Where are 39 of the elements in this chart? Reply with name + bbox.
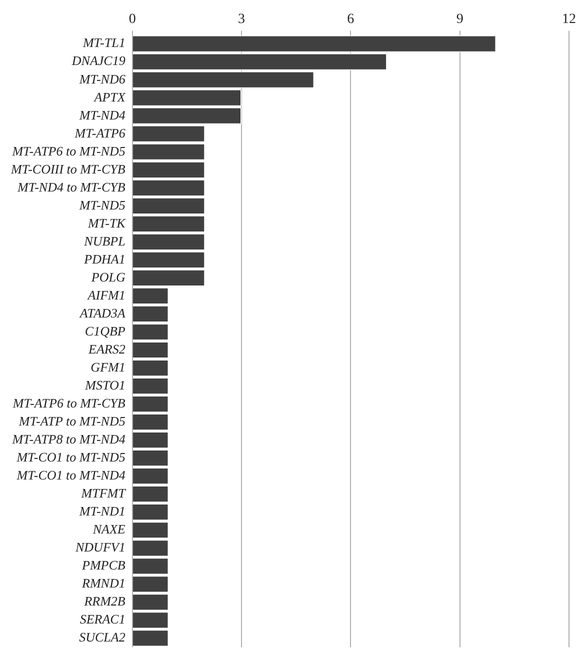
y-tick-label: NDUFV1	[74, 540, 126, 555]
y-tick-label: NAXE	[92, 522, 126, 537]
y-tick-label: PDHA1	[83, 251, 126, 266]
y-tick-label: MT-ND6	[78, 71, 126, 86]
y-tick-label: MT-TK	[87, 215, 127, 230]
y-tick-label: ATAD3A	[78, 305, 126, 320]
y-tick-label: MT-ATP6 to MT-ND5	[11, 143, 126, 158]
y-tick-label: RRM2B	[83, 594, 126, 609]
y-tick-label: MT-ATP to MT-ND5	[18, 413, 126, 428]
y-tick-label: MT-TL1	[82, 35, 126, 50]
y-tick-label: MT-ND5	[78, 197, 126, 212]
y-tick-label: MT-ATP6 to MT-CYB	[12, 395, 126, 410]
y-tick-label: SUCLA2	[79, 630, 126, 645]
y-tick-label: RMND1	[81, 576, 126, 591]
x-tick-label: 9	[456, 12, 464, 28]
y-tick-label: AIFM1	[86, 287, 126, 302]
y-tick-label: POLG	[90, 269, 126, 284]
y-tick-label: SERAC1	[80, 612, 126, 627]
y-tick-label: MT-ND4 to MT-CYB	[16, 179, 126, 194]
y-tick-label: NUBPL	[83, 233, 126, 248]
x-tick-label: 3	[238, 12, 246, 28]
y-tick-label: MT-COIII to MT-CYB	[10, 161, 126, 176]
y-tick-label: MSTO1	[84, 377, 126, 392]
y-tick-label: MT-ND1	[78, 504, 126, 519]
y-tick-label: GFM1	[90, 359, 126, 374]
x-tick-label: 0	[128, 12, 136, 28]
y-tick-label: MT-CO1 to MT-ND4	[16, 468, 126, 483]
y-tick-label: C1QBP	[84, 323, 126, 338]
y-tick-label: MT-ND4	[78, 107, 126, 122]
y-tick-label: APTX	[93, 89, 126, 104]
y-tick-label: DNAJC19	[70, 53, 126, 68]
x-tick-label: 12	[562, 12, 576, 28]
y-tick-label: MT-ATP8 to MT-ND4	[11, 431, 126, 446]
y-tick-label: EARS2	[88, 341, 126, 356]
y-tick-label: MT-ATP6	[74, 125, 126, 140]
x-tick-label: 6	[347, 12, 354, 28]
y-tick-label: MT-CO1 to MT-ND5	[16, 450, 126, 464]
y-tick-label: PMPCB	[81, 558, 126, 573]
y-tick-label: MTFMT	[80, 486, 126, 501]
